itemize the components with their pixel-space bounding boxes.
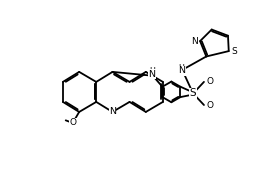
Text: O: O: [206, 101, 213, 110]
Text: N: N: [191, 37, 198, 46]
Text: N: N: [178, 66, 185, 75]
Text: H: H: [179, 64, 185, 73]
Text: S: S: [231, 47, 237, 56]
Text: N: N: [148, 70, 155, 79]
Text: H: H: [150, 67, 155, 76]
Text: N: N: [109, 107, 116, 116]
Text: O: O: [206, 77, 213, 86]
Text: O: O: [69, 118, 76, 127]
Text: S: S: [190, 88, 196, 98]
